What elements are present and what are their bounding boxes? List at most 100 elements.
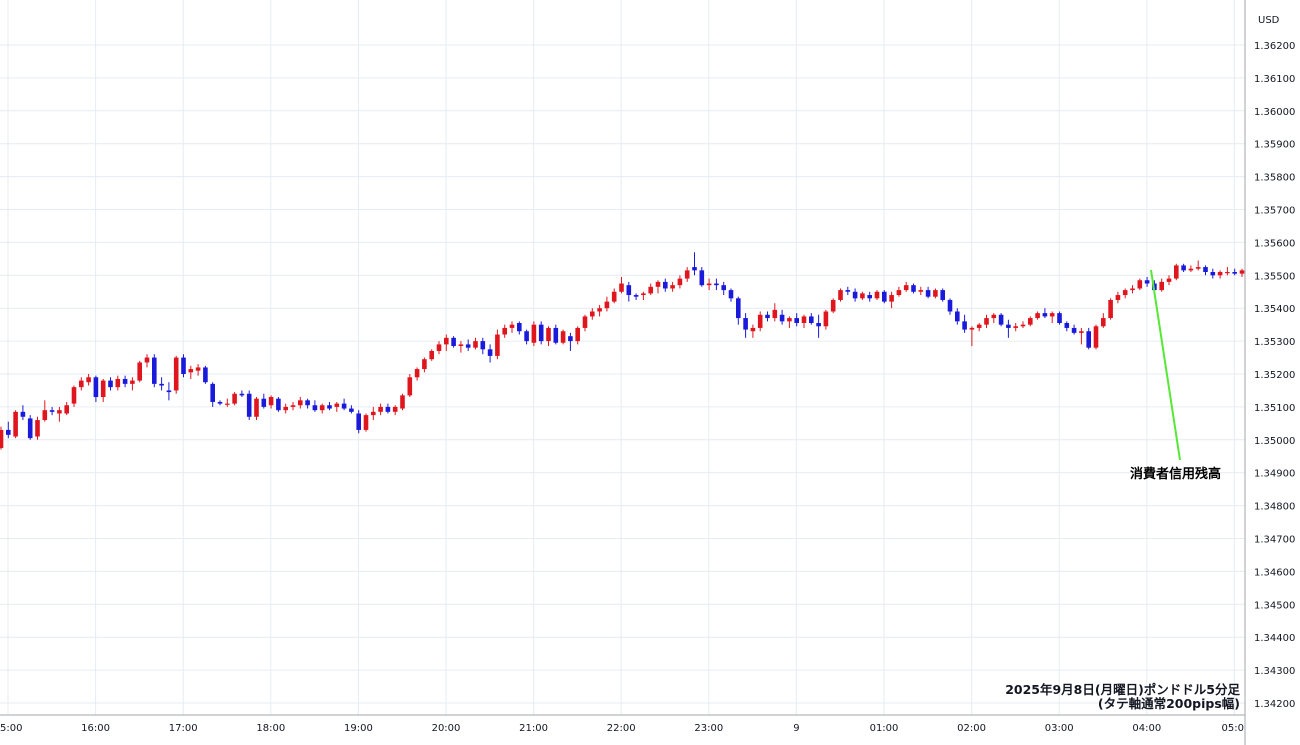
price-tick-label: 1.34600 xyxy=(1254,567,1295,578)
candle xyxy=(1159,278,1164,292)
candle xyxy=(1130,285,1135,294)
candle xyxy=(757,311,763,332)
time-tick-label: 19:00 xyxy=(344,723,373,734)
time-tick-label: 22:00 xyxy=(607,723,636,734)
candle xyxy=(27,415,33,440)
candle xyxy=(414,367,420,381)
price-tick-label: 1.35700 xyxy=(1254,206,1295,217)
price-tick-label: 1.35600 xyxy=(1254,238,1295,249)
candle xyxy=(830,298,836,314)
candle xyxy=(166,382,172,401)
candle xyxy=(1071,324,1077,335)
candle xyxy=(173,355,179,394)
candle xyxy=(1115,291,1121,304)
candle xyxy=(823,309,829,330)
price-tick-label: 1.35800 xyxy=(1254,173,1295,184)
candle xyxy=(538,321,544,345)
candle xyxy=(422,357,427,373)
candle xyxy=(1035,311,1040,320)
candle xyxy=(721,281,726,296)
candle xyxy=(852,288,858,302)
candle xyxy=(816,314,821,338)
candle xyxy=(787,316,792,328)
candles xyxy=(0,252,1245,450)
candle xyxy=(582,314,588,332)
candle xyxy=(648,283,653,296)
candle xyxy=(349,405,354,414)
candle xyxy=(845,286,851,296)
candle xyxy=(867,291,872,302)
time-tick-label: 04:00 xyxy=(1132,723,1161,734)
candle xyxy=(1210,268,1216,279)
candle xyxy=(458,341,464,353)
candle xyxy=(896,286,902,297)
candle xyxy=(400,393,405,411)
candle xyxy=(495,329,500,360)
candle xyxy=(772,303,778,322)
candle xyxy=(1122,288,1128,299)
candle xyxy=(203,365,208,384)
time-tick-label: 18:00 xyxy=(256,723,285,734)
candle xyxy=(553,324,559,345)
candle xyxy=(670,281,675,292)
time-tick-label: 9 xyxy=(793,723,799,734)
time-tick-label: 16:00 xyxy=(81,723,110,734)
candle xyxy=(874,290,880,300)
candle xyxy=(188,365,194,379)
candle xyxy=(254,397,259,421)
candle xyxy=(546,326,551,347)
candle xyxy=(378,403,383,416)
candle xyxy=(611,288,617,304)
time-tick-label: 17:00 xyxy=(169,723,198,734)
candle xyxy=(619,276,624,294)
candle xyxy=(152,354,157,388)
candle xyxy=(1195,260,1201,271)
candle xyxy=(991,313,997,324)
price-tick-label: 1.35200 xyxy=(1254,370,1295,381)
candle xyxy=(531,321,537,347)
candle xyxy=(524,329,529,345)
candle xyxy=(677,275,683,289)
time-tick-label: 02:00 xyxy=(957,723,986,734)
candle xyxy=(312,400,318,412)
candle xyxy=(392,405,398,416)
candle xyxy=(487,344,493,363)
candle xyxy=(451,336,456,348)
candle xyxy=(809,313,814,325)
candle xyxy=(998,313,1004,327)
time-tick-label: 23:00 xyxy=(694,723,723,734)
candle xyxy=(210,382,215,407)
chart-caption-line1: 2025年9月8日(月曜日)ポンドドル5分足 xyxy=(1005,682,1240,697)
candle xyxy=(480,337,486,355)
time-tick-labels: 5:00 16:00 17:00 18:00 19:00 20:00 21:00 22:00 2… xyxy=(0,723,1244,734)
candle xyxy=(71,385,77,407)
candle xyxy=(35,416,40,440)
candle xyxy=(1188,265,1194,273)
price-tick-label: 1.36200 xyxy=(1254,41,1295,52)
price-axis[interactable]: USD xyxy=(1244,0,1280,745)
candle xyxy=(13,410,18,439)
candle xyxy=(371,406,376,421)
candle xyxy=(181,354,186,378)
candle xyxy=(955,308,960,325)
price-tick-label: 1.34800 xyxy=(1254,502,1295,513)
candle xyxy=(560,329,566,345)
candle xyxy=(1006,319,1011,338)
annotation-line xyxy=(1150,269,1181,461)
candle xyxy=(232,392,237,406)
candle xyxy=(1086,327,1091,350)
candle xyxy=(436,341,442,355)
candle xyxy=(130,377,135,391)
candle xyxy=(1239,268,1245,277)
candle xyxy=(100,378,106,402)
candle xyxy=(239,390,245,398)
candle xyxy=(6,421,11,439)
candle xyxy=(860,291,865,300)
candle xyxy=(684,267,690,282)
price-tick-label: 1.35400 xyxy=(1254,304,1295,315)
candle xyxy=(502,324,507,338)
candle xyxy=(57,406,62,422)
candle xyxy=(1093,324,1099,350)
candle xyxy=(568,332,573,351)
candle xyxy=(976,323,982,332)
